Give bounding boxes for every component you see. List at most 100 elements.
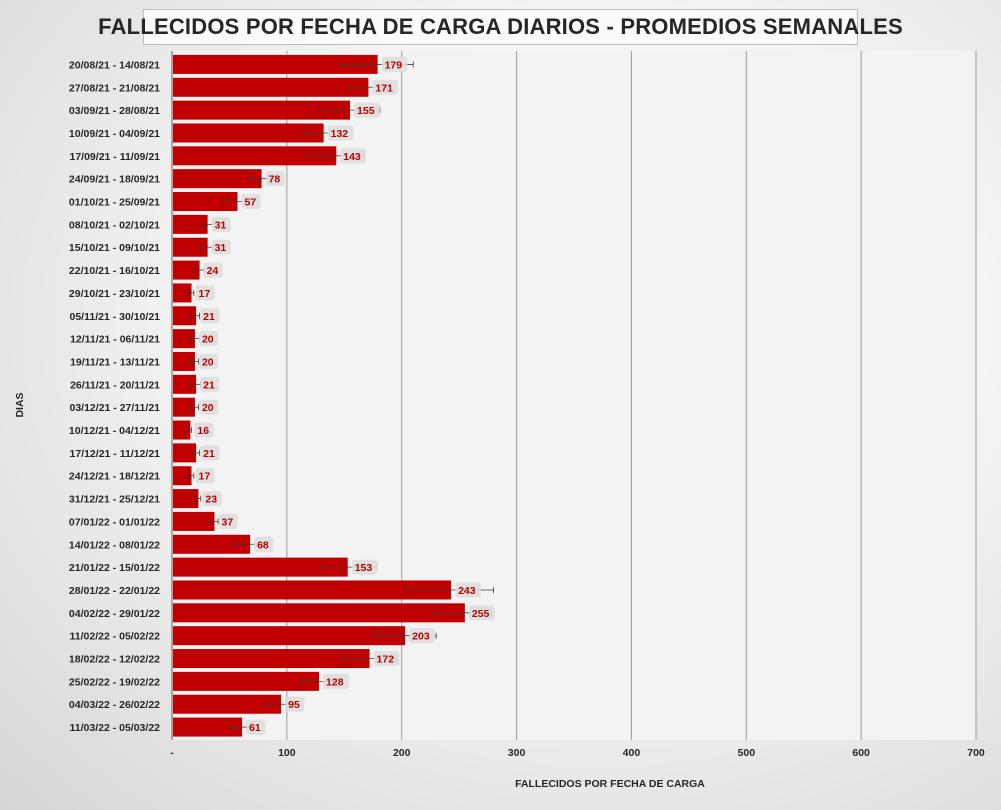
bar (173, 671, 320, 691)
bar (173, 420, 191, 440)
data-label: 20 (202, 334, 214, 346)
category-label: 26/11/21 - 20/11/21 (70, 379, 160, 391)
data-label-bg (194, 422, 214, 438)
data-label-bg (285, 696, 305, 712)
data-label-bg (351, 559, 378, 575)
bar (173, 511, 215, 531)
bar (173, 260, 200, 280)
data-label-bg (195, 468, 215, 484)
x-tick-label: 200 (393, 747, 411, 759)
data-label-bg (265, 171, 285, 187)
data-label: 16 (197, 425, 209, 437)
category-label: 03/09/21 - 28/08/21 (69, 105, 160, 117)
bar (173, 580, 452, 600)
bar (173, 169, 262, 189)
gridlines (171, 51, 977, 740)
category-label: 24/12/21 - 18/12/21 (69, 471, 160, 483)
bar (173, 649, 370, 669)
data-label-bg (327, 125, 354, 141)
category-label: 04/02/22 - 29/01/22 (69, 608, 160, 620)
category-label: 10/09/21 - 04/09/21 (69, 128, 160, 140)
bar (173, 329, 195, 349)
x-tick-label: - (170, 747, 174, 759)
y-axis-title: DIAS (14, 392, 26, 417)
data-label: 95 (288, 699, 300, 711)
category-labels: 20/08/21 - 14/08/21 27/08/21 - 21/08/21 03… (69, 59, 160, 734)
data-label-bg (211, 239, 231, 255)
data-label-bg (381, 56, 408, 72)
bar (173, 694, 282, 714)
category-label: 18/02/22 - 12/02/22 (69, 654, 160, 666)
bar (173, 77, 369, 97)
data-label-bg (198, 353, 219, 369)
x-axis-title: FALLECIDOS POR FECHA DE CARGA (515, 778, 705, 790)
category-label: 17/09/21 - 11/09/21 (70, 151, 161, 163)
data-label: 128 (326, 676, 344, 688)
data-label-bg (409, 628, 435, 644)
data-label: 31 (215, 219, 227, 231)
category-label: 05/11/21 - 30/10/21 (70, 311, 161, 323)
data-label: 171 (375, 82, 393, 94)
data-label-bg (195, 285, 215, 301)
data-label: 61 (249, 722, 261, 734)
data-label: 172 (377, 654, 395, 666)
data-label: 20 (202, 402, 214, 414)
data-label-bg (246, 719, 266, 735)
data-label: 31 (215, 242, 227, 254)
category-label: 11/03/22 - 05/03/22 (70, 722, 161, 734)
data-label-bg (323, 673, 349, 689)
data-label: 17 (199, 288, 211, 300)
data-label: 20 (202, 356, 214, 368)
data-label: 57 (244, 197, 256, 209)
data-label: 68 (257, 539, 269, 551)
category-label: 21/01/22 - 15/01/22 (69, 562, 160, 574)
category-label: 27/08/21 - 21/08/21 (69, 82, 160, 94)
chart-title: FALLECIDOS POR FECHA DE CARGA DIARIOS - … (98, 9, 903, 45)
data-label-bg (198, 331, 219, 347)
x-tick-label: 400 (623, 747, 641, 759)
bars (173, 54, 465, 737)
category-label: 03/12/21 - 27/11/21 (70, 402, 161, 414)
bar (173, 466, 192, 486)
data-label: 179 (385, 59, 403, 71)
category-label: 29/10/21 - 23/10/21 (69, 288, 160, 300)
bar (173, 306, 197, 326)
data-label: 155 (357, 105, 375, 117)
data-label: 143 (343, 151, 361, 163)
x-tick-label: 300 (508, 747, 526, 759)
bar (173, 374, 197, 394)
data-label: 21 (203, 379, 215, 391)
category-label: 04/03/22 - 26/02/22 (69, 699, 160, 711)
bar (173, 123, 324, 143)
data-label: 24 (207, 265, 219, 277)
data-label: 21 (203, 311, 215, 323)
data-label: 203 (412, 631, 430, 643)
data-label-bg (354, 102, 380, 118)
bar (173, 717, 243, 737)
bar (173, 146, 337, 166)
data-label: 153 (355, 562, 373, 574)
data-label: 37 (221, 516, 233, 528)
category-label: 01/10/21 - 25/09/21 (69, 197, 160, 209)
category-label: 14/01/22 - 08/01/22 (69, 539, 160, 551)
category-label: 19/11/21 - 13/11/21 (70, 356, 160, 368)
bar (173, 443, 197, 463)
x-tick-label: 500 (738, 747, 756, 759)
bar (173, 237, 208, 257)
data-label-bg (373, 651, 400, 667)
data-label: 21 (203, 448, 215, 460)
data-label: 255 (472, 608, 490, 620)
data-label-bg (241, 194, 261, 210)
category-label: 11/02/22 - 05/02/22 (70, 631, 161, 643)
bar (173, 489, 199, 509)
data-label-bg (203, 262, 223, 278)
category-label: 12/11/21 - 06/11/21 (70, 334, 160, 346)
bar (173, 626, 406, 646)
bar (173, 100, 351, 120)
data-label-bg (372, 79, 399, 95)
category-label: 25/02/22 - 19/02/22 (69, 676, 160, 688)
plot-area (172, 51, 976, 740)
category-label: 08/10/21 - 02/10/21 (69, 219, 160, 231)
